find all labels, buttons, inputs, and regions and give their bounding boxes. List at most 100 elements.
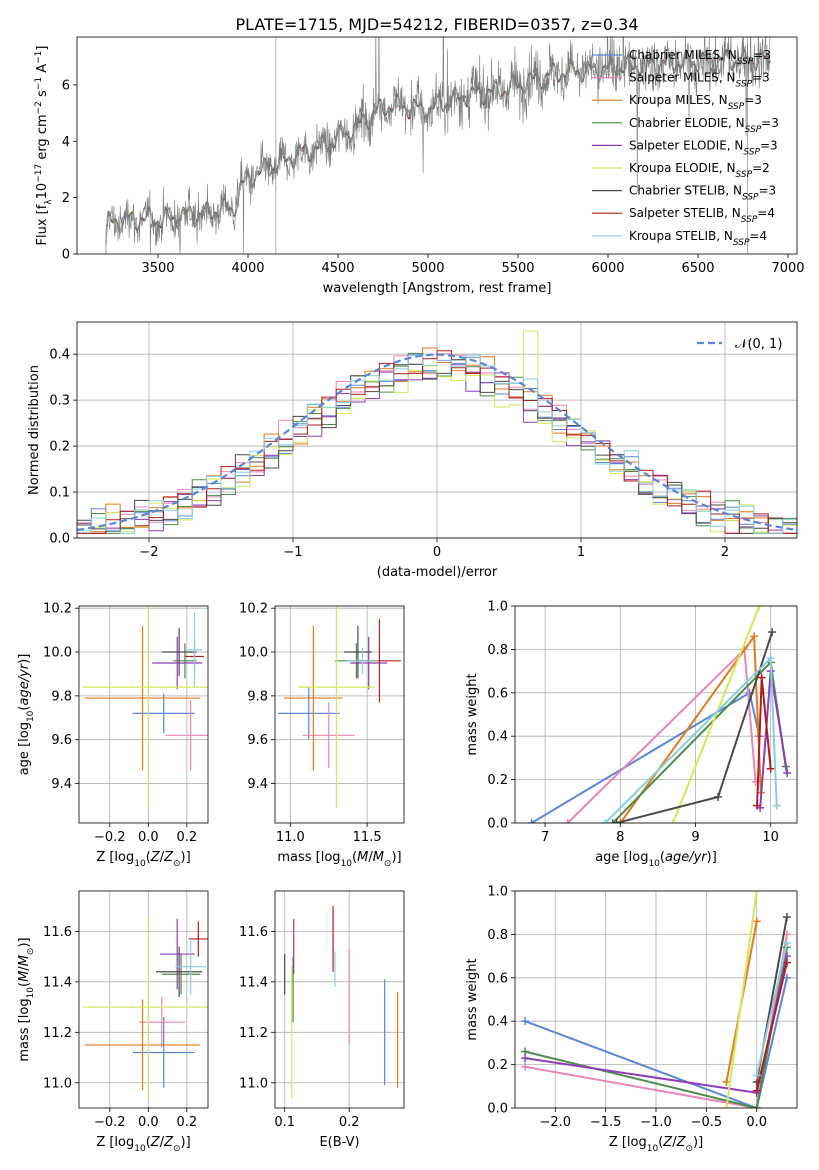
legend-label-text: Salpeter ELODIE, N bbox=[629, 138, 743, 152]
axes-mass_vs_EBV: 0.1 0.2 11.0 11.2 11.4 11.6 E(B-V) bbox=[239, 890, 405, 1150]
errorbar-ChabrierELODIE bbox=[161, 954, 201, 995]
figure-title: PLATE=1715, MJD=54212, FIBERID=0357, z=0… bbox=[235, 15, 638, 34]
legend-label-sub: SSP bbox=[741, 215, 758, 225]
errorbar-ChabrierMILES bbox=[132, 1017, 195, 1088]
y-tick-label: 11.4 bbox=[43, 975, 72, 990]
x-tick-label: −0.5 bbox=[691, 1115, 723, 1130]
legend-label-tail: =2 bbox=[752, 161, 770, 175]
errorbar-ChabrierMILES bbox=[132, 693, 195, 734]
legend: 𝒩(0, 1) bbox=[697, 337, 782, 352]
y-tick-label: 11.6 bbox=[43, 925, 72, 940]
x-axis-label-part: ( bbox=[146, 1135, 151, 1150]
legend-label-text: Kroupa ELODIE, N bbox=[629, 161, 736, 175]
errorbar-KroupaSTELIB bbox=[175, 938, 207, 995]
series-line bbox=[524, 977, 788, 1108]
x-tick-label: 7000 bbox=[771, 261, 804, 276]
x-axis-label-part: / bbox=[368, 850, 373, 865]
errorbar-ChabrierSTELIB bbox=[156, 946, 203, 997]
x-tick-label: 0.0 bbox=[138, 830, 159, 845]
axes-residuals: −2 −1 0 1 2 0.0 0.1 0.2 0.3 0.4 𝒩(0, 1) (data-model… bbox=[27, 321, 798, 580]
x-tick-label: 0.1 bbox=[274, 1115, 295, 1130]
y-axis-label-part: M bbox=[17, 971, 32, 982]
x-axis-label-part: 10 bbox=[341, 859, 353, 869]
frame: −0.2 0.0 0.211.011.211.411.6Z [log10(Z/Z⊙)… bbox=[17, 890, 209, 1154]
y-tick-label: 0 bbox=[62, 248, 70, 263]
x-tick-label: 0.0 bbox=[746, 1115, 767, 1130]
legend-label-text: Chabrier MILES, N bbox=[629, 48, 737, 62]
y-axis-label-part: )] bbox=[17, 937, 32, 947]
x-axis-label: Z [log10(Z/Z⊙)] bbox=[96, 850, 190, 869]
legend-label-sub: SSP bbox=[736, 170, 753, 180]
y-tick-label: 10.2 bbox=[239, 602, 268, 617]
errorbar-KroupaELODIE bbox=[298, 606, 375, 808]
y-tick-label: 0.0 bbox=[487, 1102, 508, 1117]
legend-label: Chabrier MILES, NSSP=3 bbox=[629, 48, 771, 67]
errorbar-SalpeterSTELIB bbox=[188, 921, 208, 957]
x-tick-label: 7 bbox=[541, 830, 549, 845]
y-tick-label: 9.4 bbox=[51, 777, 72, 792]
legend-label-tail: =3 bbox=[752, 71, 770, 85]
y-axis-label: age [log10(age/yr)] bbox=[17, 654, 36, 776]
x-axis-label-part: )] bbox=[693, 1135, 703, 1150]
legend-label: Kroupa MILES, NSSP=3 bbox=[629, 93, 762, 112]
x-axis-label-part: ( bbox=[660, 850, 665, 865]
legend-label-text: Salpeter STELIB, N bbox=[629, 206, 741, 220]
plot-area bbox=[79, 891, 208, 1108]
errorbar-KroupaSTELIB bbox=[347, 647, 378, 674]
errorbar-ChabrierSTELIB bbox=[161, 627, 197, 677]
frame: 0.1 0.2 11.0 11.2 11.4 11.6 E(B-V) bbox=[239, 890, 405, 1150]
legend-label-sub: SSP bbox=[737, 57, 754, 67]
y-tick-label: 0.4 bbox=[49, 348, 70, 363]
legend-label-tail: =3 bbox=[759, 184, 777, 198]
legend-label-sub: SSP bbox=[742, 193, 759, 203]
legend-label-text: Chabrier ELODIE, N bbox=[629, 116, 745, 130]
series-line bbox=[671, 606, 761, 823]
x-tick-label: 11.5 bbox=[353, 830, 382, 845]
y-tick-label: 11.6 bbox=[239, 925, 268, 940]
legend-label-tail: =3 bbox=[753, 48, 771, 62]
legend-label-tail: =4 bbox=[749, 229, 767, 243]
y-axis-label-part: mass [log bbox=[17, 998, 32, 1061]
y-tick-label: 9.4 bbox=[247, 777, 268, 792]
series-line bbox=[725, 891, 758, 1108]
x-axis-label-part: )] bbox=[181, 850, 191, 865]
x-axis-label-part: ( bbox=[352, 850, 357, 865]
y-axis-label-part: mass weight bbox=[465, 673, 480, 755]
errorbar-SalpeterELODIE bbox=[159, 918, 195, 990]
x-axis-label: Z [log10(Z/Z⊙)] bbox=[96, 1135, 190, 1154]
x-tick-label: 10 bbox=[762, 830, 779, 845]
plot-content bbox=[278, 606, 401, 808]
x-axis-label-part: Z [log bbox=[609, 1135, 647, 1150]
legend-label-tail: =3 bbox=[761, 116, 779, 130]
y-tick-label: 0.8 bbox=[487, 928, 508, 943]
x-axis-label-part: Z [log bbox=[96, 1135, 134, 1150]
x-tick-label: 2 bbox=[721, 545, 729, 560]
errorbar-KroupaELODIE bbox=[82, 606, 208, 808]
y-tick-label: 9.6 bbox=[247, 733, 268, 748]
y-axis-label-part: mass weight bbox=[465, 958, 480, 1040]
y-tick-label: 9.6 bbox=[51, 733, 72, 748]
legend-label-text: Chabrier STELIB, N bbox=[629, 184, 742, 198]
x-tick-label: 4000 bbox=[231, 261, 264, 276]
y-axis-label-part: −1 bbox=[34, 51, 44, 64]
y-axis-label-part: ( bbox=[17, 982, 32, 987]
y-tick-label: 9.8 bbox=[51, 689, 72, 704]
plot-content bbox=[82, 916, 208, 1098]
x-axis-label-part: 10 bbox=[134, 1144, 146, 1154]
axes-frame bbox=[514, 605, 798, 824]
series-SalpeterSTELIB bbox=[752, 958, 791, 1095]
axes-frame bbox=[76, 321, 798, 539]
x-axis-label-part: / bbox=[672, 1135, 677, 1150]
histogram-SalpeterSTELIB bbox=[77, 350, 797, 534]
y-axis-label-part: s bbox=[35, 90, 50, 101]
y-axis-label-part: −17 bbox=[34, 164, 44, 183]
y-tick-label: 11.4 bbox=[239, 975, 268, 990]
y-axis-label-part: / bbox=[17, 966, 32, 971]
observed-spectrum-line bbox=[105, 37, 771, 254]
x-tick-label: −0.2 bbox=[94, 1115, 126, 1130]
